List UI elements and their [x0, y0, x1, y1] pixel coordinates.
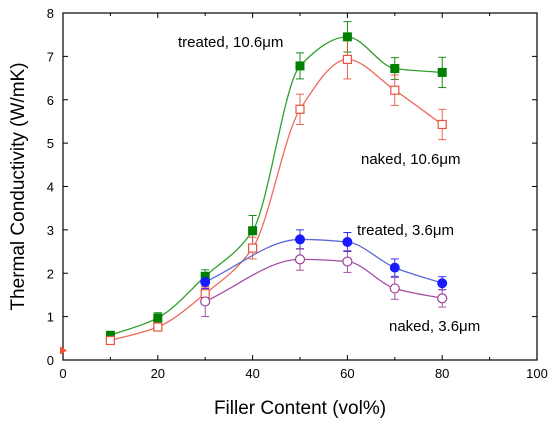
error-bars: [106, 21, 447, 344]
series-annotations: treated, 10.6μm naked, 10.6μm treated, 3.6…: [178, 34, 480, 335]
annotation-label: treated, 3.6μm: [357, 222, 454, 239]
data-point: [153, 322, 163, 332]
data-point: [437, 67, 447, 77]
x-tick-label: 100: [526, 366, 548, 381]
data-point: [200, 276, 211, 287]
series-curve-1: [110, 58, 443, 342]
y-tick-label: 1: [47, 310, 54, 325]
y-tick-label: 3: [47, 223, 54, 238]
axis-ticks: 0 20 40 60 80 100 0 1 2 3 4 5 6 7 8: [47, 6, 548, 381]
data-point: [248, 226, 258, 236]
data-point: [390, 64, 400, 74]
data-point: [342, 256, 353, 267]
x-tick-label: 60: [340, 366, 354, 381]
data-point: [389, 262, 400, 273]
data-point: [295, 104, 305, 114]
data-point: [342, 54, 352, 65]
y-tick-label: 7: [47, 49, 54, 64]
data-point: [342, 237, 353, 248]
annotation-label: naked, 3.6μm: [389, 318, 480, 335]
y-tick-label: 2: [47, 266, 54, 281]
data-point: [295, 61, 305, 71]
annotation-label: naked, 10.6μm: [361, 151, 461, 168]
y-tick-label: 5: [47, 136, 54, 151]
data-point: [437, 293, 448, 304]
x-tick-label: 20: [151, 366, 165, 381]
data-point: [342, 32, 352, 42]
baseline-point: [60, 346, 67, 355]
data-point: [248, 243, 258, 253]
data-point: [437, 278, 448, 289]
data-point: [294, 254, 306, 265]
data-point: [153, 313, 163, 323]
y-tick-label: 0: [47, 353, 54, 368]
annotation-label: treated, 10.6μm: [178, 34, 283, 51]
y-axis-title: Thermal Conductivity (W/mK): [8, 62, 29, 310]
x-axis-title: Filler Content (vol%): [214, 398, 386, 419]
data-point: [105, 335, 116, 346]
data-point: [295, 234, 305, 245]
data-point: [200, 296, 211, 307]
data-point: [437, 119, 447, 130]
x-tick-label: 0: [59, 366, 66, 381]
series-curve-0: [110, 36, 443, 336]
y-tick-label: 4: [47, 180, 54, 195]
x-tick-label: 40: [245, 366, 259, 381]
y-tick-label: 6: [47, 93, 54, 108]
data-point: [389, 283, 400, 294]
data-point: [390, 85, 400, 95]
x-tick-label: 80: [435, 366, 449, 381]
data-markers: [60, 32, 448, 355]
series-curve-3: [204, 258, 443, 303]
y-tick-label: 8: [47, 6, 54, 21]
fit-curves: [110, 36, 443, 342]
